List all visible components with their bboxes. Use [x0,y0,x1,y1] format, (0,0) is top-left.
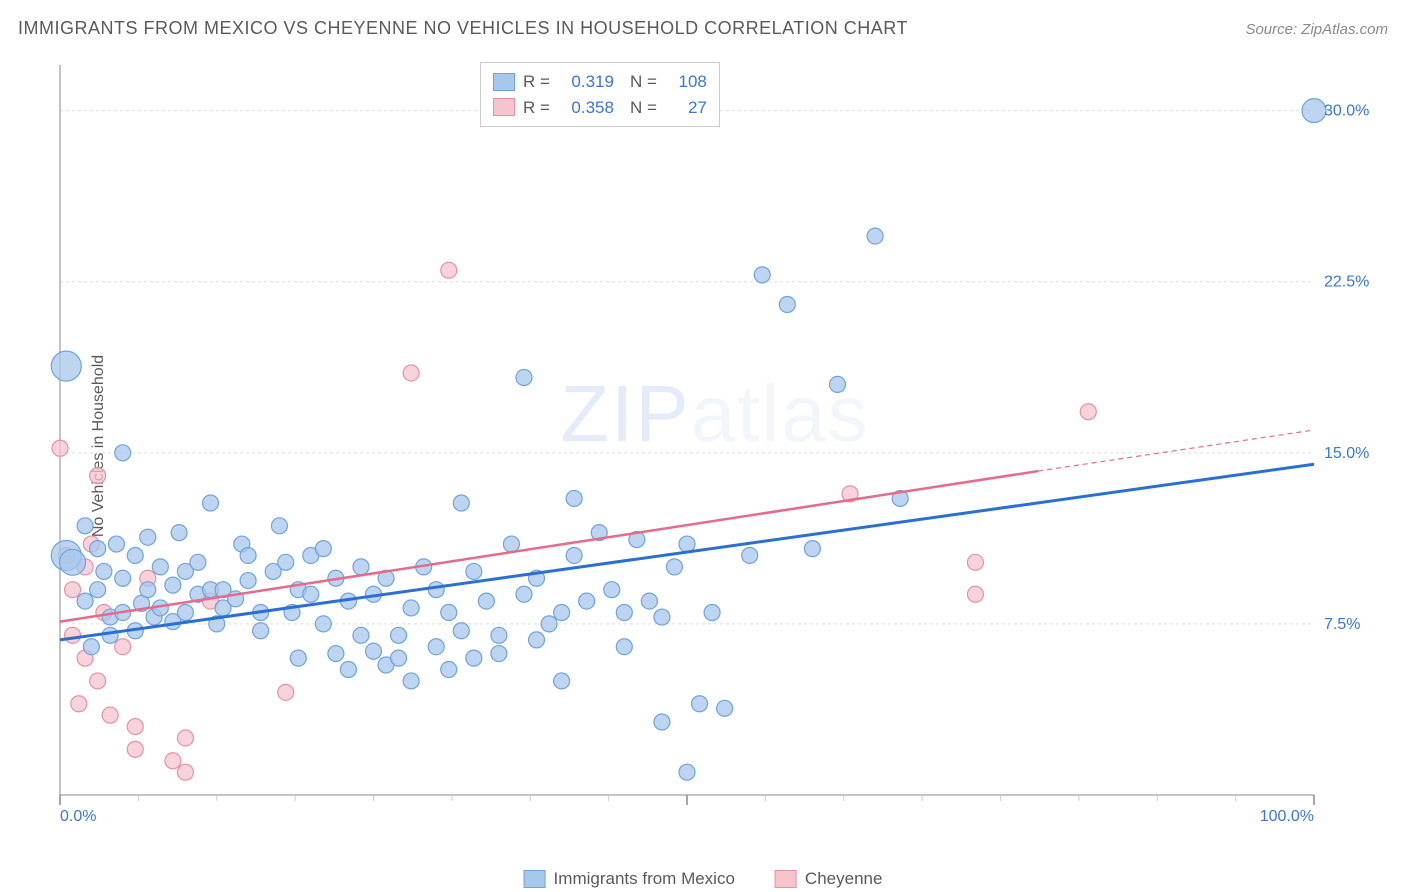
scatter-chart: 7.5% 15.0% 22.5% 30.0% 0.0% 100.0% [50,55,1380,835]
legend-row: R = 0.319 N = 108 [493,69,707,95]
legend-item: Cheyenne [775,869,883,889]
legend-n-value: 27 [665,95,707,121]
legend-swatch [775,870,797,888]
series-legend: Immigrants from Mexico Cheyenne [524,869,883,889]
source-label: Source: ZipAtlas.com [1245,21,1388,38]
legend-n-label: N = [630,95,657,121]
svg-text:15.0%: 15.0% [1324,445,1369,462]
legend-label: Cheyenne [805,869,883,889]
legend-swatch [493,73,515,91]
chart-area: 7.5%15.0%22.5%30.0%0.0%100.0% ZIPatlas [50,55,1380,835]
legend-swatch [524,870,546,888]
legend-r-value: 0.358 [558,95,614,121]
legend-n-label: N = [630,69,657,95]
legend-item: Immigrants from Mexico [524,869,735,889]
legend-r-value: 0.319 [558,69,614,95]
chart-title: IMMIGRANTS FROM MEXICO VS CHEYENNE NO VE… [18,18,908,39]
legend-n-value: 108 [665,69,707,95]
correlation-legend: R = 0.319 N = 108 R = 0.358 N = 27 [480,62,720,127]
legend-label: Immigrants from Mexico [554,869,735,889]
svg-text:0.0%: 0.0% [60,808,96,825]
svg-text:30.0%: 30.0% [1324,103,1369,120]
legend-r-label: R = [523,95,550,121]
legend-row: R = 0.358 N = 27 [493,95,707,121]
legend-swatch [493,98,515,116]
svg-text:7.5%: 7.5% [1324,616,1360,633]
legend-r-label: R = [523,69,550,95]
svg-text:22.5%: 22.5% [1324,274,1369,291]
svg-text:100.0%: 100.0% [1260,808,1314,825]
